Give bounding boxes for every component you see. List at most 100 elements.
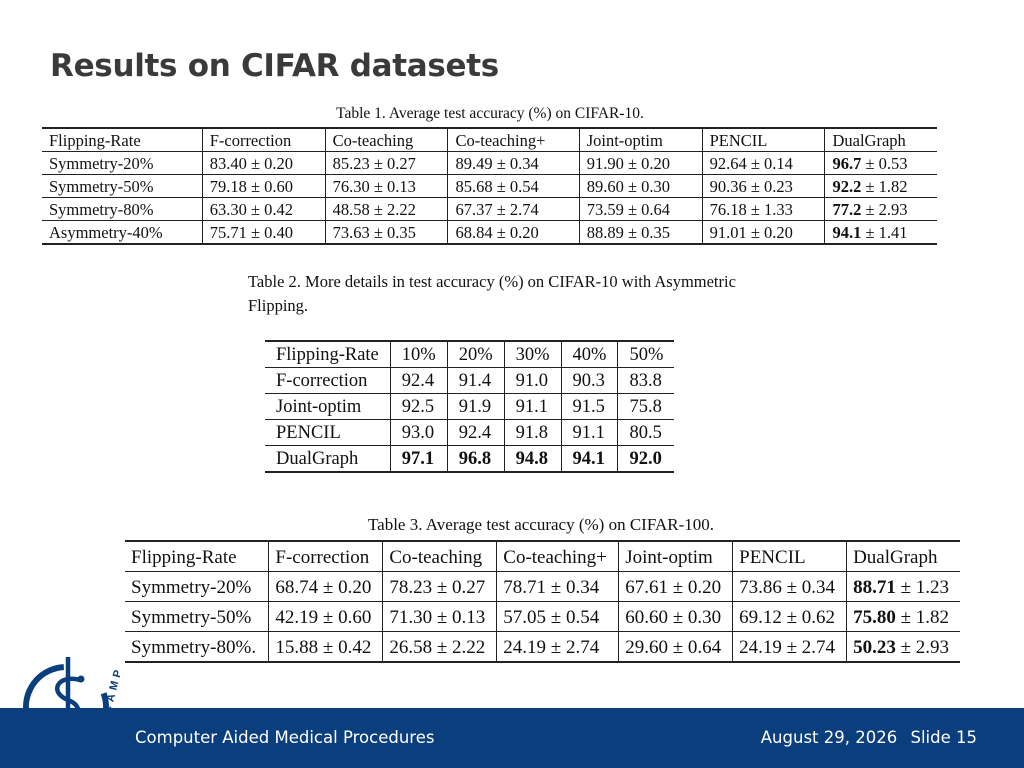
table-cell: 15.88 ± 0.42 [268,631,384,663]
table-row: Symmetry-20% 68.74 ± 0.20 78.23 ± 0.27 7… [125,571,960,602]
table-cell: 91.5 [560,393,619,420]
table-cell: 92.4 [389,367,448,394]
header-cell: Flipping-Rate [42,128,203,152]
table-cell-best: 96.8 [446,445,505,473]
table-cell: Symmetry-80% [42,197,203,221]
header-cell: Joint-optim [578,128,703,152]
table-cell: 85.23 ± 0.27 [324,151,449,175]
table-cell: 89.60 ± 0.30 [578,174,703,198]
table-cell: 60.60 ± 0.30 [618,601,734,632]
table-cell: Symmetry-20% [42,151,203,175]
best-value: 97.1 [401,448,435,469]
table-row: Symmetry-80%. 15.88 ± 0.42 26.58 ± 2.22 … [125,631,960,663]
table-cell: 93.0 [389,419,448,446]
table-cell: 42.19 ± 0.60 [268,601,384,632]
header-cell: 30% [503,341,562,368]
table-cell: F-correction [265,367,391,394]
header-cell: Joint-optim [618,541,734,572]
table-row: F-correction 92.4 91.4 91.0 90.3 83.8 [265,367,675,394]
best-value: 94.8 [515,448,548,469]
table-cell: 73.86 ± 0.34 [732,571,848,602]
table-row: Symmetry-50% 42.19 ± 0.60 71.30 ± 0.13 5… [125,601,960,632]
best-value: 96.8 [458,448,492,469]
table-cell: 68.84 ± 0.20 [447,220,580,245]
table-cell: 75.8 [617,393,675,420]
header-cell: DualGraph [824,128,937,152]
table-cell: 90.36 ± 0.23 [701,174,826,198]
table-cell: 73.59 ± 0.64 [578,197,703,221]
header-cell: Co-teaching [382,541,498,572]
table-cell-best: 92.2 ± 1.82 [824,174,937,198]
table-cell: 26.58 ± 2.22 [382,631,498,663]
table-cell: 91.01 ± 0.20 [701,220,826,245]
table-cell: 69.12 ± 0.62 [732,601,848,632]
header-cell: 50% [617,341,675,368]
header-cell: Co-teaching [324,128,449,152]
table-cell: 89.49 ± 0.34 [447,151,580,175]
table-cell-best: 94.1 ± 1.41 [824,220,937,245]
header-cell: Flipping-Rate [265,341,391,368]
table-cell-best: 88.71 ± 1.23 [846,571,960,602]
table-cell: 85.68 ± 0.54 [447,174,580,198]
footer-date: August 29, 2026 [760,728,898,747]
table-cell-best: 94.1 [560,445,619,473]
table-cell: 67.37 ± 2.74 [447,197,580,221]
std-value: ± 1.23 [900,576,949,598]
table-header-row: Flipping-Rate 10% 20% 30% 40% 50% [265,341,675,368]
table-cell: 91.0 [503,367,562,394]
header-cell: Flipping-Rate [125,541,270,572]
footer-organization: Computer Aided Medical Procedures [135,728,435,747]
table-cell-best: 75.80 ± 1.82 [846,601,960,632]
table-cell-best: 92.0 [617,445,675,473]
table-cell: Symmetry-50% [42,174,203,198]
std-value: ± 1.41 [865,222,908,242]
table-row: Joint-optim 92.5 91.9 91.1 91.5 75.8 [265,393,675,420]
table-cell: 78.23 ± 0.27 [382,571,498,602]
std-value: ± 2.93 [865,199,908,219]
table-row: Symmetry-20% 83.40 ± 0.20 85.23 ± 0.27 8… [42,151,937,175]
table1-caption: Table 1. Average test accuracy (%) on CI… [336,105,644,122]
header-cell: Co-teaching+ [447,128,580,152]
table-cell: 68.74 ± 0.20 [268,571,384,602]
table-cell: 88.89 ± 0.35 [578,220,703,245]
slide-footer: Computer Aided Medical Procedures August… [0,708,1024,768]
table-header-row: Flipping-Rate F-correction Co-teaching C… [125,541,960,572]
table-cell: PENCIL [265,419,391,446]
table-cell-best: 50.23 ± 2.93 [846,631,960,663]
header-cell: 10% [389,341,448,368]
best-value: 94.1 [832,222,862,242]
footer-slide-number: Slide 15 [910,728,977,747]
table-row: Symmetry-50% 79.18 ± 0.60 76.30 ± 0.13 8… [42,174,937,198]
std-value: ± 0.53 [865,153,908,173]
table-cell: 24.19 ± 2.74 [732,631,848,663]
table-cell: 80.5 [617,419,675,446]
std-value: ± 1.82 [865,176,908,196]
header-cell: 20% [446,341,505,368]
header-cell: Co-teaching+ [496,541,620,572]
table-cell: 83.40 ± 0.20 [201,151,326,175]
table-cell: 79.18 ± 0.60 [201,174,326,198]
table-header-row: Flipping-Rate F-correction Co-teaching C… [42,128,937,152]
table-cell: 67.61 ± 0.20 [618,571,734,602]
table-cell-best: 94.8 [503,445,562,473]
table3: Flipping-Rate F-correction Co-teaching C… [125,540,960,663]
table-cell-best: 96.7 ± 0.53 [824,151,937,175]
best-value: 96.7 [832,153,862,173]
table-row: DualGraph 97.1 96.8 94.8 94.1 92.0 [265,445,675,473]
table-cell: 78.71 ± 0.34 [496,571,620,602]
header-cell: PENCIL [701,128,826,152]
table-cell: 90.3 [560,367,619,394]
table-cell: 76.30 ± 0.13 [324,174,449,198]
best-value: 77.2 [832,199,862,219]
table-cell: 83.8 [617,367,675,394]
table-cell: 91.9 [446,393,505,420]
best-value: 50.23 [853,636,896,658]
table-cell: 71.30 ± 0.13 [382,601,498,632]
header-cell: PENCIL [732,541,848,572]
table-cell: 63.30 ± 0.42 [201,197,326,221]
header-cell: DualGraph [846,541,960,572]
logo-text: CAMP [101,665,125,715]
table-cell: Symmetry-80%. [125,631,270,663]
best-value: 92.0 [629,448,662,469]
table1: Flipping-Rate F-correction Co-teaching C… [42,127,937,245]
